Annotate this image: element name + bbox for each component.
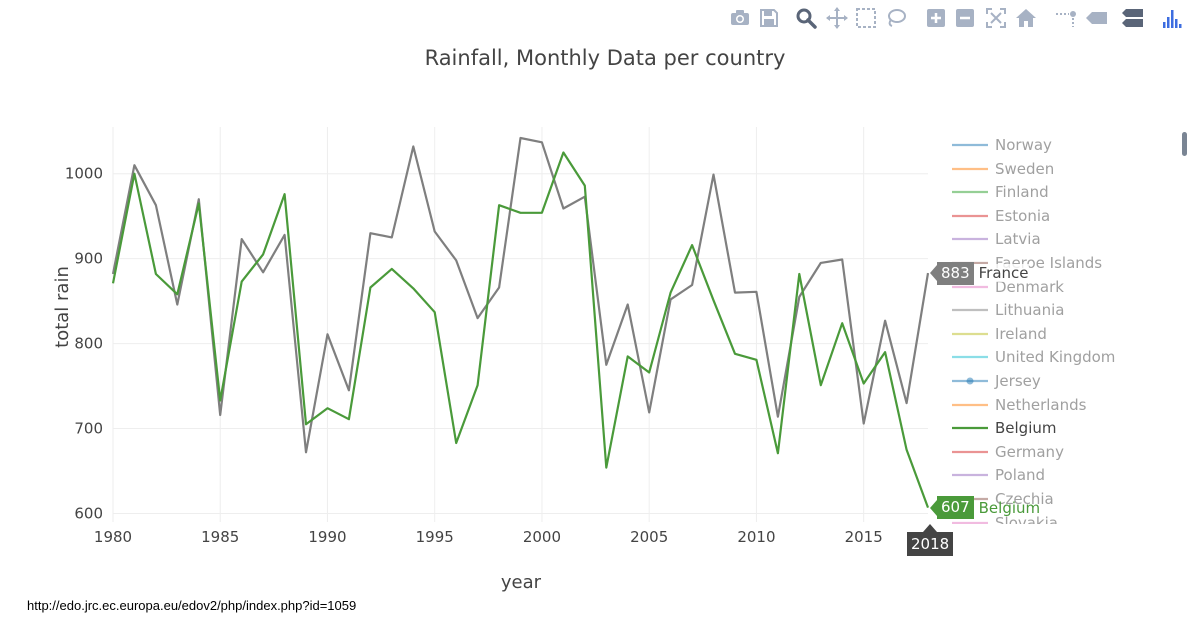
hover-value: 883 <box>937 261 974 285</box>
reset-axes-icon[interactable] <box>1014 6 1038 30</box>
legend-swatch <box>952 474 988 477</box>
x-tick-label: 1995 <box>416 528 454 546</box>
legend-item-norway[interactable]: Norway <box>944 134 1052 156</box>
hover-x-arrow <box>923 524 937 532</box>
autoscale-icon[interactable] <box>984 6 1008 30</box>
save-icon[interactable] <box>757 6 781 30</box>
x-tick-label: 1990 <box>308 528 346 546</box>
hover-value: 607 <box>937 496 974 520</box>
legend-swatch <box>952 214 988 217</box>
legend-swatch <box>952 332 988 335</box>
y-tick-label: 800 <box>74 335 103 353</box>
x-tick-label: 2015 <box>845 528 883 546</box>
hover-arrow <box>930 265 937 282</box>
legend-item-finland[interactable]: Finland <box>944 181 1049 203</box>
legend-label: Czechia <box>995 490 1054 508</box>
legend-item-latvia[interactable]: Latvia <box>944 228 1041 250</box>
x-tick-label: 1985 <box>201 528 239 546</box>
x-axis-title: year <box>501 572 542 593</box>
legend-label: Netherlands <box>995 395 1087 414</box>
y-tick-label: 900 <box>74 250 103 268</box>
legend-swatch <box>952 427 988 430</box>
box-select-icon[interactable] <box>854 6 878 30</box>
legend-swatch <box>952 356 988 359</box>
series-layer <box>111 136 930 508</box>
hover-compare-icon[interactable] <box>1120 6 1144 30</box>
y-tick-label: 600 <box>74 505 103 523</box>
legend-label: Slovakia <box>995 513 1058 524</box>
x-tick-label: 2010 <box>737 528 775 546</box>
grid-lines <box>112 127 928 522</box>
legend-item-estonia[interactable]: Estonia <box>944 205 1050 227</box>
hover-series-name: Belgium <box>978 498 1041 517</box>
y-tick-label: 1000 <box>65 165 103 183</box>
legend-item-netherlands[interactable]: Netherlands <box>944 394 1086 416</box>
zoom-out-icon[interactable] <box>953 6 977 30</box>
legend-label: United Kingdom <box>995 348 1116 367</box>
hover-closest-icon[interactable] <box>1084 6 1108 30</box>
series-line-belgium[interactable] <box>111 151 930 508</box>
y-axis-title: total rain <box>52 266 73 348</box>
hover-label-france: 883 France <box>930 261 1029 285</box>
x-tick-label: 2005 <box>630 528 668 546</box>
legend-swatch <box>952 403 988 406</box>
legend-label: Ireland <box>995 324 1047 343</box>
legend-item-united-kingdom[interactable]: United Kingdom <box>944 346 1115 368</box>
legend-label: Estonia <box>995 206 1051 225</box>
legend-item-jersey[interactable]: Jersey <box>944 370 1041 392</box>
legend-swatch <box>952 191 988 194</box>
series-line-france[interactable] <box>111 136 930 454</box>
camera-icon[interactable] <box>728 6 752 30</box>
legend-item-belgium[interactable]: Belgium <box>944 417 1057 439</box>
legend-swatch <box>952 377 988 385</box>
legend-swatch <box>952 521 988 524</box>
tick-labels: 1980 1985 1990 1995 2000 2005 2010 2015 600 700 80… <box>65 165 883 546</box>
legend-label: Poland <box>995 466 1046 485</box>
legend-scrollbar[interactable] <box>1182 132 1187 156</box>
chart-title: Rainfall, Monthly Data per country <box>425 46 786 70</box>
legend-label: Finland <box>995 183 1049 202</box>
lasso-select-icon[interactable] <box>884 6 908 30</box>
legend-swatch <box>952 285 988 288</box>
legend-item-denmark[interactable]: Denmark <box>944 276 1064 298</box>
toggle-spike-lines-icon[interactable] <box>1053 6 1077 30</box>
legend-label: Norway <box>995 136 1052 154</box>
legend-item-germany[interactable]: Germany <box>944 441 1064 463</box>
hover-arrow <box>930 499 937 516</box>
legend-label: Jersey <box>995 372 1041 390</box>
legend-label: Latvia <box>995 230 1041 249</box>
zoom-in-icon[interactable] <box>924 6 948 30</box>
hover-label-belgium: 607 Belgium <box>930 496 1041 520</box>
hover-series-name: France <box>973 264 1029 283</box>
legend: Norway Sweden Finland Estonia Latvia Faeroe I… <box>944 132 1184 524</box>
x-tick-label: 1980 <box>94 528 132 546</box>
zoom-icon[interactable] <box>794 6 818 30</box>
x-tick-label: 2000 <box>523 528 561 546</box>
legend-swatch <box>952 238 988 241</box>
source-url: http://edo.jrc.ec.europa.eu/edov2/php/in… <box>27 598 357 613</box>
plotly-logo-icon[interactable] <box>1160 6 1184 30</box>
legend-label: Denmark <box>995 277 1064 296</box>
legend-item-lithuania[interactable]: Lithuania <box>944 299 1064 321</box>
legend-swatch <box>952 450 988 453</box>
legend-label: Sweden <box>995 159 1055 178</box>
legend-swatch <box>952 143 988 147</box>
legend-swatch <box>952 167 988 170</box>
legend-item-sweden[interactable]: Sweden <box>944 158 1054 180</box>
y-tick-label: 700 <box>74 420 103 438</box>
pan-icon[interactable] <box>825 6 849 30</box>
hover-x-label: 2018 <box>907 532 954 556</box>
legend-item-ireland[interactable]: Ireland <box>944 323 1047 345</box>
legend-item-slovakia[interactable]: Slovakia <box>944 512 1058 524</box>
legend-label: Germany <box>995 442 1064 461</box>
legend-item-poland[interactable]: Poland <box>944 464 1045 486</box>
legend-swatch <box>952 309 988 312</box>
legend-label: Lithuania <box>995 301 1065 320</box>
legend-label: Belgium <box>995 419 1057 438</box>
